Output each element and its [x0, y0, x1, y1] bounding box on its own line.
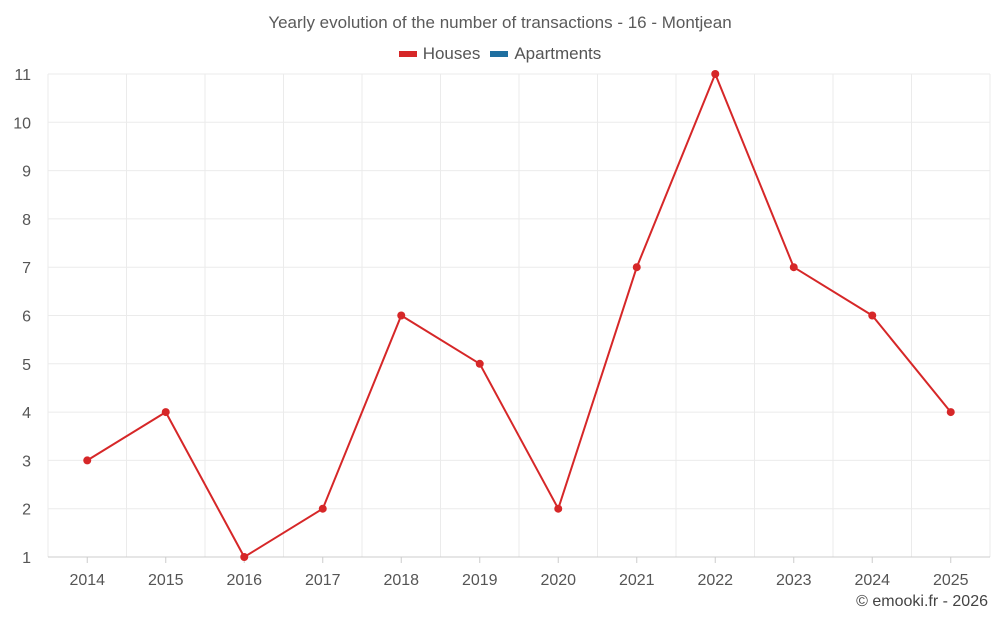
- data-point-houses: [240, 553, 249, 561]
- x-tick-label: 2018: [383, 572, 419, 589]
- chart-legend: Houses Apartments: [0, 44, 1000, 64]
- y-tick-label: 4: [22, 405, 31, 422]
- x-tick-label: 2019: [462, 572, 498, 589]
- data-point-houses: [161, 408, 170, 417]
- x-tick-label: 2024: [854, 572, 890, 589]
- x-tick-label: 2016: [226, 572, 262, 589]
- data-point-houses: [868, 311, 877, 320]
- y-tick-label: 10: [13, 115, 31, 132]
- y-tick-label: 9: [22, 164, 31, 181]
- y-tick-label: 11: [14, 67, 31, 84]
- data-point-houses: [83, 456, 92, 465]
- series-line-houses: [86, 73, 952, 558]
- data-point-houses: [397, 311, 406, 320]
- y-tick-label: 3: [22, 453, 31, 470]
- y-tick-label: 5: [22, 357, 31, 374]
- legend-item-houses[interactable]: Houses: [398, 44, 481, 64]
- x-tick-label: 2017: [305, 572, 341, 589]
- y-tick-label: 6: [22, 309, 31, 326]
- data-point-houses: [318, 504, 327, 513]
- data-point-houses: [789, 263, 798, 272]
- legend-item-apartments[interactable]: Apartments: [490, 44, 601, 64]
- data-point-houses: [554, 504, 563, 513]
- y-tick-label: 1: [22, 550, 31, 567]
- data-point-houses: [711, 70, 720, 78]
- legend-swatch-apartments: [490, 51, 509, 57]
- x-tick-label: 2025: [933, 572, 969, 589]
- legend-label-apartments: Apartments: [514, 44, 602, 63]
- x-tick-label: 2020: [540, 572, 576, 589]
- y-tick-label: 2: [22, 502, 31, 519]
- y-tick-label: 7: [22, 260, 31, 277]
- x-tick-label: 2023: [776, 572, 812, 589]
- data-point-houses: [475, 359, 484, 368]
- y-tick-label: 8: [22, 212, 31, 229]
- x-tick-label: 2022: [697, 572, 733, 589]
- chart-title: Yearly evolution of the number of transa…: [268, 13, 732, 32]
- data-point-houses: [632, 263, 641, 272]
- x-tick-label: 2014: [69, 572, 105, 589]
- legend-label-houses: Houses: [422, 44, 481, 63]
- legend-swatch-houses: [398, 51, 417, 57]
- x-tick-label: 2021: [619, 572, 655, 589]
- x-tick-label: 2015: [148, 572, 184, 589]
- data-point-houses: [946, 408, 955, 417]
- credit-text: © emooki.fr - 2026: [856, 593, 988, 610]
